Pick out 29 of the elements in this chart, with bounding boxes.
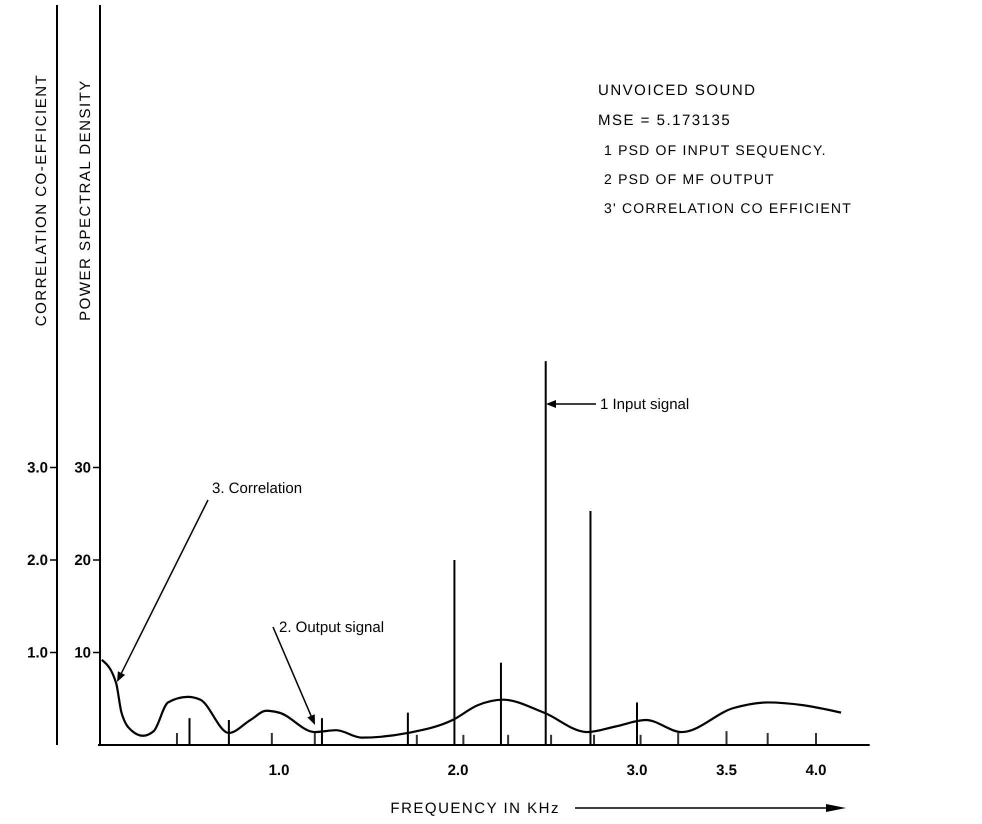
y2-tick-label: 3.0 xyxy=(27,460,48,476)
annotation: 1 PSD OF INPUT SEQUENCY. xyxy=(604,142,827,158)
x-tick-label: 4.0 xyxy=(806,762,826,779)
y2-axis-title: CORRELATION CO-EFFICIENT xyxy=(33,74,50,326)
y-tick-label: 10 xyxy=(74,644,91,662)
x-tick-label: 2.0 xyxy=(448,762,468,779)
text: UNVOICED SOUND xyxy=(598,82,757,99)
annotation: 2. Output signal xyxy=(279,619,384,636)
bar xyxy=(815,732,817,745)
annotation: 2 PSD OF MF OUTPUT xyxy=(604,171,775,187)
y-axis-title: POWER SPECTRAL DENSITY xyxy=(77,79,94,321)
annotation: 1 Input signal xyxy=(600,396,690,413)
annotation: 3' CORRELATION CO EFFICIENT xyxy=(604,200,852,216)
bar xyxy=(270,732,273,745)
y-tick-label: 30 xyxy=(74,460,91,476)
bar xyxy=(677,732,680,745)
y2-tick-label: 1.0 xyxy=(27,644,48,662)
x-tick-label: 1.0 xyxy=(268,762,290,779)
text: MSE = 5.173135 xyxy=(598,112,732,129)
bar xyxy=(766,732,769,745)
x-tick-label: 3.0 xyxy=(626,762,648,779)
x-axis-title: FREQUENCY IN KHz xyxy=(390,800,560,817)
y-tick-label: 20 xyxy=(74,552,91,569)
y2-tick-label: 2.0 xyxy=(27,552,48,569)
bar xyxy=(176,732,178,745)
bar xyxy=(314,732,316,745)
annotation: 3. Correlation xyxy=(212,480,302,497)
x-tick-label: 3.5 xyxy=(716,762,737,779)
bar xyxy=(726,731,728,745)
